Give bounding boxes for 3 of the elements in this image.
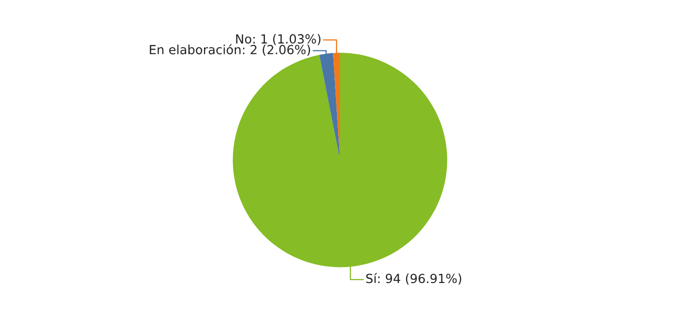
slice-label: Sí: 94 (96.91%) bbox=[366, 273, 462, 285]
slice-label: No: 1 (1.03%) bbox=[236, 34, 320, 46]
slice-label: En elaboración: 2 (2.06%) bbox=[150, 44, 310, 56]
